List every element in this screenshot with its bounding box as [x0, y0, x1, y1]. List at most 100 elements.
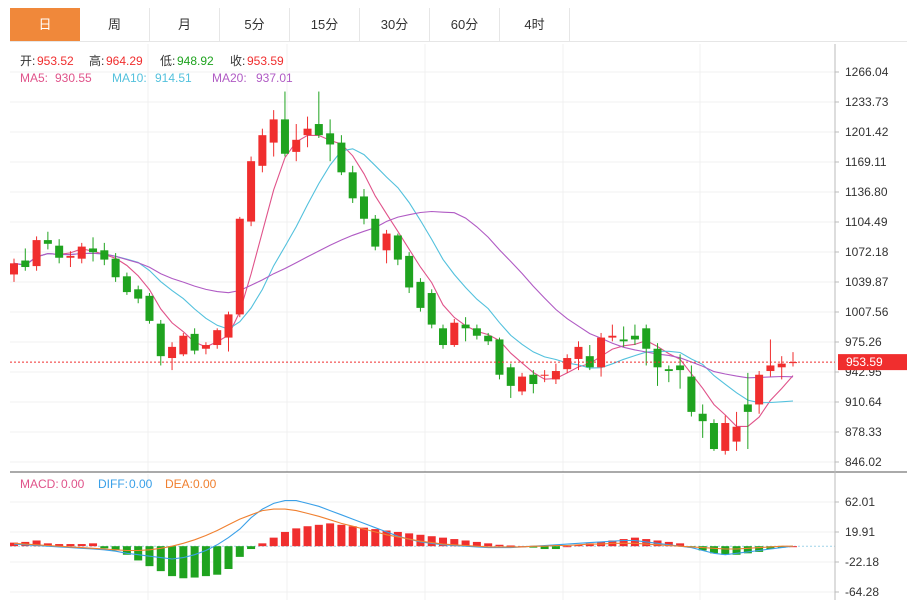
diff-value: 0.00 [129, 477, 153, 491]
price-tick-label: 1233.73 [845, 95, 889, 109]
candle-body [439, 328, 448, 346]
candle-body [314, 124, 323, 136]
macd-bar [337, 524, 346, 547]
macd-bar [755, 546, 764, 552]
ma20-value: 937.01 [256, 71, 293, 85]
candle-body [134, 289, 143, 299]
macd-bar [393, 531, 402, 547]
macd-tick-label: -22.18 [845, 555, 879, 569]
open-value: 953.52 [37, 54, 74, 68]
macd-bar [224, 546, 233, 569]
macd-bar [168, 546, 177, 577]
chart-grid [10, 44, 835, 600]
macd-bar [484, 543, 493, 547]
candle-body [427, 293, 436, 325]
candle-body [190, 333, 199, 351]
candle-body [619, 339, 628, 342]
candle-body [721, 423, 730, 451]
price-tick-label: 1266.04 [845, 65, 889, 79]
candle-body [766, 365, 775, 372]
candle-body [77, 246, 86, 259]
macd-tick-label: 62.01 [845, 495, 875, 509]
candle-body [359, 196, 368, 219]
ma10-label: MA10: [112, 71, 147, 85]
macd-bar [190, 546, 199, 578]
macd-bar [472, 541, 481, 547]
candle-body [664, 369, 673, 372]
candle-body [518, 376, 527, 392]
macd-bar [326, 523, 335, 547]
candle-body [574, 346, 583, 359]
low-label: 低: [160, 54, 175, 68]
candle-body [789, 362, 797, 364]
macd-bar [777, 546, 786, 548]
tab-8[interactable]: 4时 [500, 8, 570, 41]
tab-6[interactable]: 30分 [360, 8, 430, 41]
candle-body [258, 135, 267, 166]
macd-bar [698, 546, 707, 551]
ma5-label: MA5: [20, 71, 48, 85]
macd-bar [709, 546, 718, 554]
price-tick-label: 846.02 [845, 455, 882, 469]
dea-label: DEA: [165, 477, 193, 491]
tab-1[interactable]: 日 [10, 8, 80, 41]
macd-bar [461, 540, 470, 547]
candle-body [326, 133, 335, 145]
macd-bar [495, 544, 504, 547]
candle-body [551, 371, 560, 380]
macd-tick-label: -64.28 [845, 585, 879, 599]
candle-body [461, 324, 470, 329]
candle-body [585, 356, 594, 368]
period-tabs: 日周月 5分 15分 30分 60分 4时 [10, 8, 907, 42]
candle-body [145, 295, 154, 321]
price-tick-label: 1104.49 [845, 215, 888, 229]
tab-4[interactable]: 5分 [220, 8, 290, 41]
price-tick-label: 1136.80 [845, 185, 888, 199]
macd-bar [55, 544, 64, 547]
candle-body [529, 374, 538, 385]
macd-bar [732, 546, 741, 555]
candle-body [10, 263, 18, 275]
current-price-label: 953.59 [846, 355, 883, 369]
candle-body [156, 323, 165, 357]
tab-5[interactable]: 15分 [290, 8, 360, 41]
macd-bar [89, 543, 98, 547]
candle-body [122, 276, 131, 293]
ma20-line [13, 210, 794, 379]
candle-body [484, 335, 493, 342]
macd-bar [303, 526, 312, 547]
macd-bar [359, 527, 368, 547]
candle-body [450, 322, 459, 346]
macd-bar [766, 546, 775, 550]
candle-body [597, 337, 606, 368]
candle-body [55, 245, 64, 258]
tab-3[interactable]: 月 [150, 8, 220, 41]
tab-7[interactable]: 60分 [430, 8, 500, 41]
ma10-line [13, 148, 794, 404]
candle-body [280, 119, 289, 154]
moving-average-lines [13, 134, 794, 427]
macd-bar [280, 531, 289, 547]
macd-bar [585, 543, 594, 547]
macd-bar [77, 544, 86, 547]
price-tick-label: 1169.11 [845, 155, 887, 169]
candle-body [676, 365, 685, 371]
candle-body [755, 374, 764, 405]
macd-bar [416, 534, 425, 547]
candle-body [100, 250, 109, 260]
candle-body [777, 363, 786, 368]
price-tick-label: 975.26 [845, 335, 882, 349]
chart-axes: 1266.04 1233.73 1201.42 1169.11 1136.80 1104.… [10, 44, 907, 600]
macd-bar [563, 546, 572, 548]
tab-2[interactable]: 周 [80, 8, 150, 41]
candle-body [608, 335, 617, 338]
macd-bar [66, 544, 75, 547]
candle-body [416, 281, 425, 308]
price-tick-label: 1072.18 [845, 245, 889, 259]
high-label: 高: [89, 53, 104, 68]
candle-body [235, 218, 244, 315]
open-label: 开: [20, 54, 35, 68]
dea-line [13, 508, 793, 552]
macd-bar [574, 544, 583, 547]
macd-bar [179, 546, 188, 579]
